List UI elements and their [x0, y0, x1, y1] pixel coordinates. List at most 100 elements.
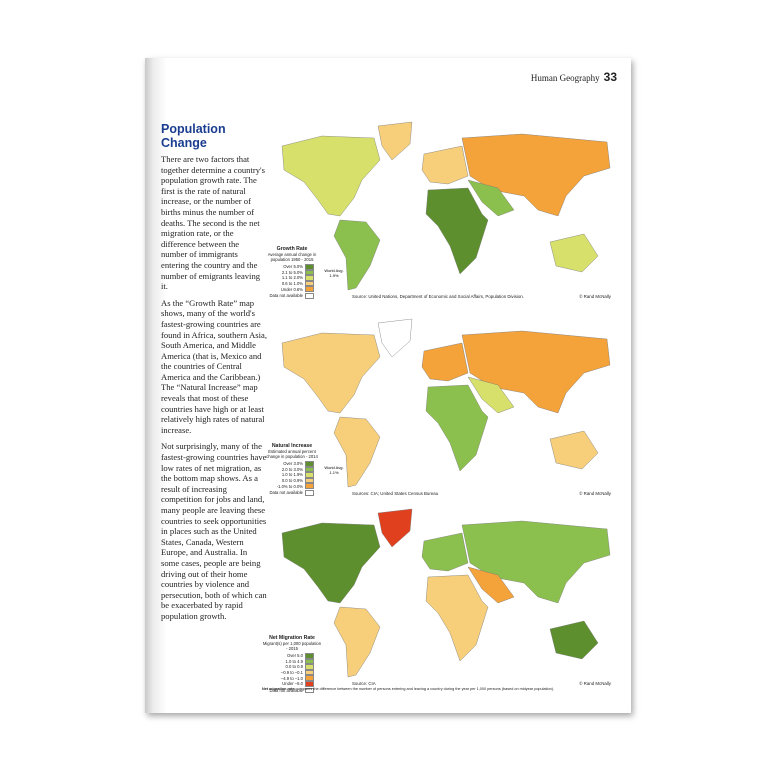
map-legend: Natural Increase Estimated annual percent… [262, 443, 322, 496]
paragraph: As the “Growth Rate” map shows, many of … [161, 297, 267, 435]
world-map: Growth Rate Average annual change in popu… [262, 118, 617, 308]
region-north_america [281, 332, 381, 414]
legend-entry: 0.0 to 0.9 [262, 664, 322, 670]
region-south_america [333, 606, 381, 678]
region-middle_east [467, 376, 515, 414]
region-australia [549, 430, 599, 470]
region-north_america [281, 522, 381, 604]
legend-swatch [305, 680, 314, 687]
map-credit: © Rand McNally [579, 681, 611, 686]
legend-entry: Under –5.0 [262, 680, 322, 687]
world-average-marker: World Avg. 1.9% [324, 268, 344, 278]
legend-label: 0.0 to 0.9% [281, 478, 303, 484]
legend-entry: -1.0% to 0.0% [262, 483, 322, 489]
legend-label: Data not available [269, 490, 303, 496]
page-header: Human Geography 33 [531, 70, 617, 84]
legend-title: Growth Rate [276, 246, 308, 252]
world-average-marker: World Avg. 1.1% [324, 465, 344, 475]
region-europe [421, 342, 469, 382]
legend-entry: 2.1 to 5.0% [262, 269, 322, 276]
legend-swatch [305, 477, 314, 484]
body-text: There are two factors that together dete… [161, 154, 267, 628]
legend-label: Data not available [269, 687, 303, 693]
legend-entry: 0.0 to 0.9% [262, 477, 322, 484]
world-map: Natural Increase Estimated annual percent… [262, 315, 617, 505]
region-greenland [377, 121, 413, 161]
region-africa [425, 384, 489, 472]
legend-entry: 1.1 to 2.0% [262, 275, 322, 281]
paragraph: There are two factors that together dete… [161, 154, 265, 292]
map-source: Source: CIA [352, 681, 376, 686]
legend-swatch [305, 489, 314, 496]
region-middle_east [467, 566, 515, 604]
page-title: Population Change [161, 122, 226, 150]
legend-label: 2.0 to 3.0% [281, 466, 303, 472]
legend-label: 0.6 to 1.0% [281, 281, 303, 287]
legend-entry: 0.6 to 1.0% [262, 280, 322, 287]
world-map: Net Migration Rate Migrant(s) per 1,000 p… [262, 505, 617, 695]
legend-label: 1.0 to 1.9% [281, 472, 303, 478]
legend-entry-na: Data not available [262, 292, 322, 299]
section-title: Human Geography [530, 73, 600, 83]
region-greenland [377, 318, 413, 358]
page-number: 33 [603, 70, 617, 84]
legend-entry-na: Data not available [262, 489, 322, 496]
legend-entry: Over 5.0% [262, 264, 322, 270]
legend-label: –0.9 to –0.1 [280, 670, 303, 676]
map-legend: Growth Rate Average annual change in popu… [262, 246, 322, 299]
legend-label: Under 0.6% [280, 286, 303, 292]
region-africa [425, 574, 489, 662]
legend-label: Over 3.0% [283, 461, 303, 467]
legend-swatch [305, 483, 314, 489]
legend-label: Data not available [269, 293, 303, 299]
legend-label: 1.0 to 4.9 [285, 658, 303, 664]
legend-label: –4.9 to –1.0 [280, 675, 303, 681]
map-source: Source: United Nations, Department of Ec… [352, 294, 524, 299]
map-source: Sources: CIA; United States Census Burea… [352, 491, 439, 496]
legend-swatch [305, 286, 314, 292]
legend-entry-na: Data not available [262, 687, 322, 694]
legend-subtitle: Migrant(s) per 1,000 population - 2015 [262, 641, 322, 651]
legend-swatch [305, 472, 314, 478]
legend-label: 2.1 to 5.0% [281, 269, 303, 275]
region-europe [421, 145, 469, 185]
legend-swatch [305, 275, 314, 281]
region-australia [549, 620, 599, 660]
legend-label: -1.0% to 0.0% [276, 483, 303, 489]
region-south_america [333, 416, 381, 488]
legend-swatch [305, 461, 314, 467]
region-australia [549, 233, 599, 273]
legend-swatch [305, 269, 314, 276]
footnote-text: compares the difference between the numb… [294, 687, 555, 691]
legend-entry: Over 5.0 [262, 653, 322, 659]
footnote-term: Net migration rate [262, 687, 295, 691]
legend-swatch [305, 653, 314, 659]
legend-swatch [305, 687, 314, 694]
region-middle_east [467, 179, 515, 217]
legend-swatch [305, 675, 314, 681]
region-africa [425, 187, 489, 275]
legend-label: Over 5.0% [283, 264, 303, 270]
atlas-page: Human Geography 33 Population Change Ther… [145, 58, 631, 713]
legend-subtitle: Average annual change in population 1950… [267, 252, 317, 262]
map-legend: Net Migration Rate Migrant(s) per 1,000 p… [262, 635, 322, 694]
legend-entry: 1.0 to 4.9 [262, 658, 322, 665]
region-europe [421, 532, 469, 572]
legend-swatch [305, 280, 314, 287]
region-north_america [281, 135, 381, 217]
legend-label: 1.1 to 2.0% [281, 275, 303, 281]
map-credit: © Rand McNally [579, 294, 611, 299]
legend-swatch [305, 658, 314, 665]
legend-swatch [305, 292, 314, 299]
legend-entry: 2.0 to 3.0% [262, 466, 322, 473]
legend-swatch [305, 264, 314, 270]
legend-entry: Under 0.6% [262, 286, 322, 292]
region-south_america [333, 219, 381, 291]
legend-label: Under –5.0 [282, 681, 303, 687]
legend-title: Net Migration Rate [269, 635, 315, 641]
region-greenland [377, 508, 413, 548]
legend-entry: 1.0 to 1.9% [262, 472, 322, 478]
map-credit: © Rand McNally [579, 491, 611, 496]
legend-entry: Over 3.0% [262, 461, 322, 467]
legend-label: 0.0 to 0.9 [285, 664, 303, 670]
